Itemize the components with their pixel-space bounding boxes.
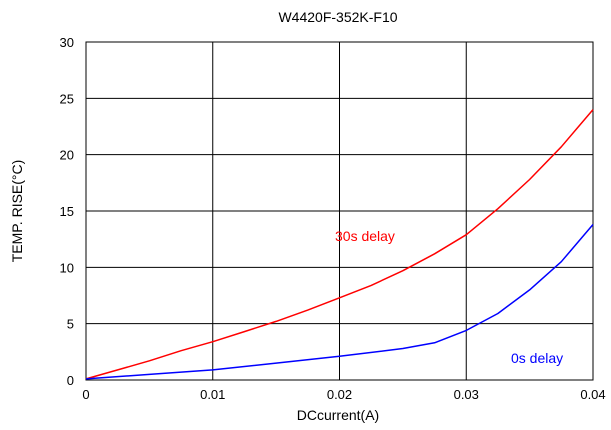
y-tick-label: 0 <box>67 373 74 388</box>
y-axis-title: TEMP. RISE(°C) <box>9 160 25 263</box>
x-axis-title: DCcurrent(A) <box>297 407 379 423</box>
x-tick-label: 0.04 <box>580 387 605 402</box>
y-tick-label: 25 <box>60 91 74 106</box>
y-tick-label: 15 <box>60 204 74 219</box>
x-tick-label: 0.02 <box>327 387 352 402</box>
chart-title: W4420F-352K-F10 <box>278 9 397 25</box>
y-tick-label: 5 <box>67 317 74 332</box>
series-label-30s-delay: 30s delay <box>335 228 395 244</box>
x-tick-label: 0 <box>82 387 89 402</box>
y-tick-label: 30 <box>60 35 74 50</box>
series-label-0s-delay: 0s delay <box>511 350 563 366</box>
series-line-0s-delay <box>85 224 594 380</box>
x-tick-label: 0.01 <box>200 387 225 402</box>
grid-lines <box>86 42 593 380</box>
series-layer <box>85 109 594 380</box>
y-tick-labels: 0 5 10 15 20 25 30 <box>60 35 74 388</box>
y-tick-label: 10 <box>60 260 74 275</box>
series-line-30s-delay <box>85 109 594 380</box>
x-tick-labels: 0 0.01 0.02 0.03 0.04 <box>82 387 605 402</box>
y-tick-label: 20 <box>60 148 74 163</box>
x-tick-label: 0.03 <box>454 387 479 402</box>
